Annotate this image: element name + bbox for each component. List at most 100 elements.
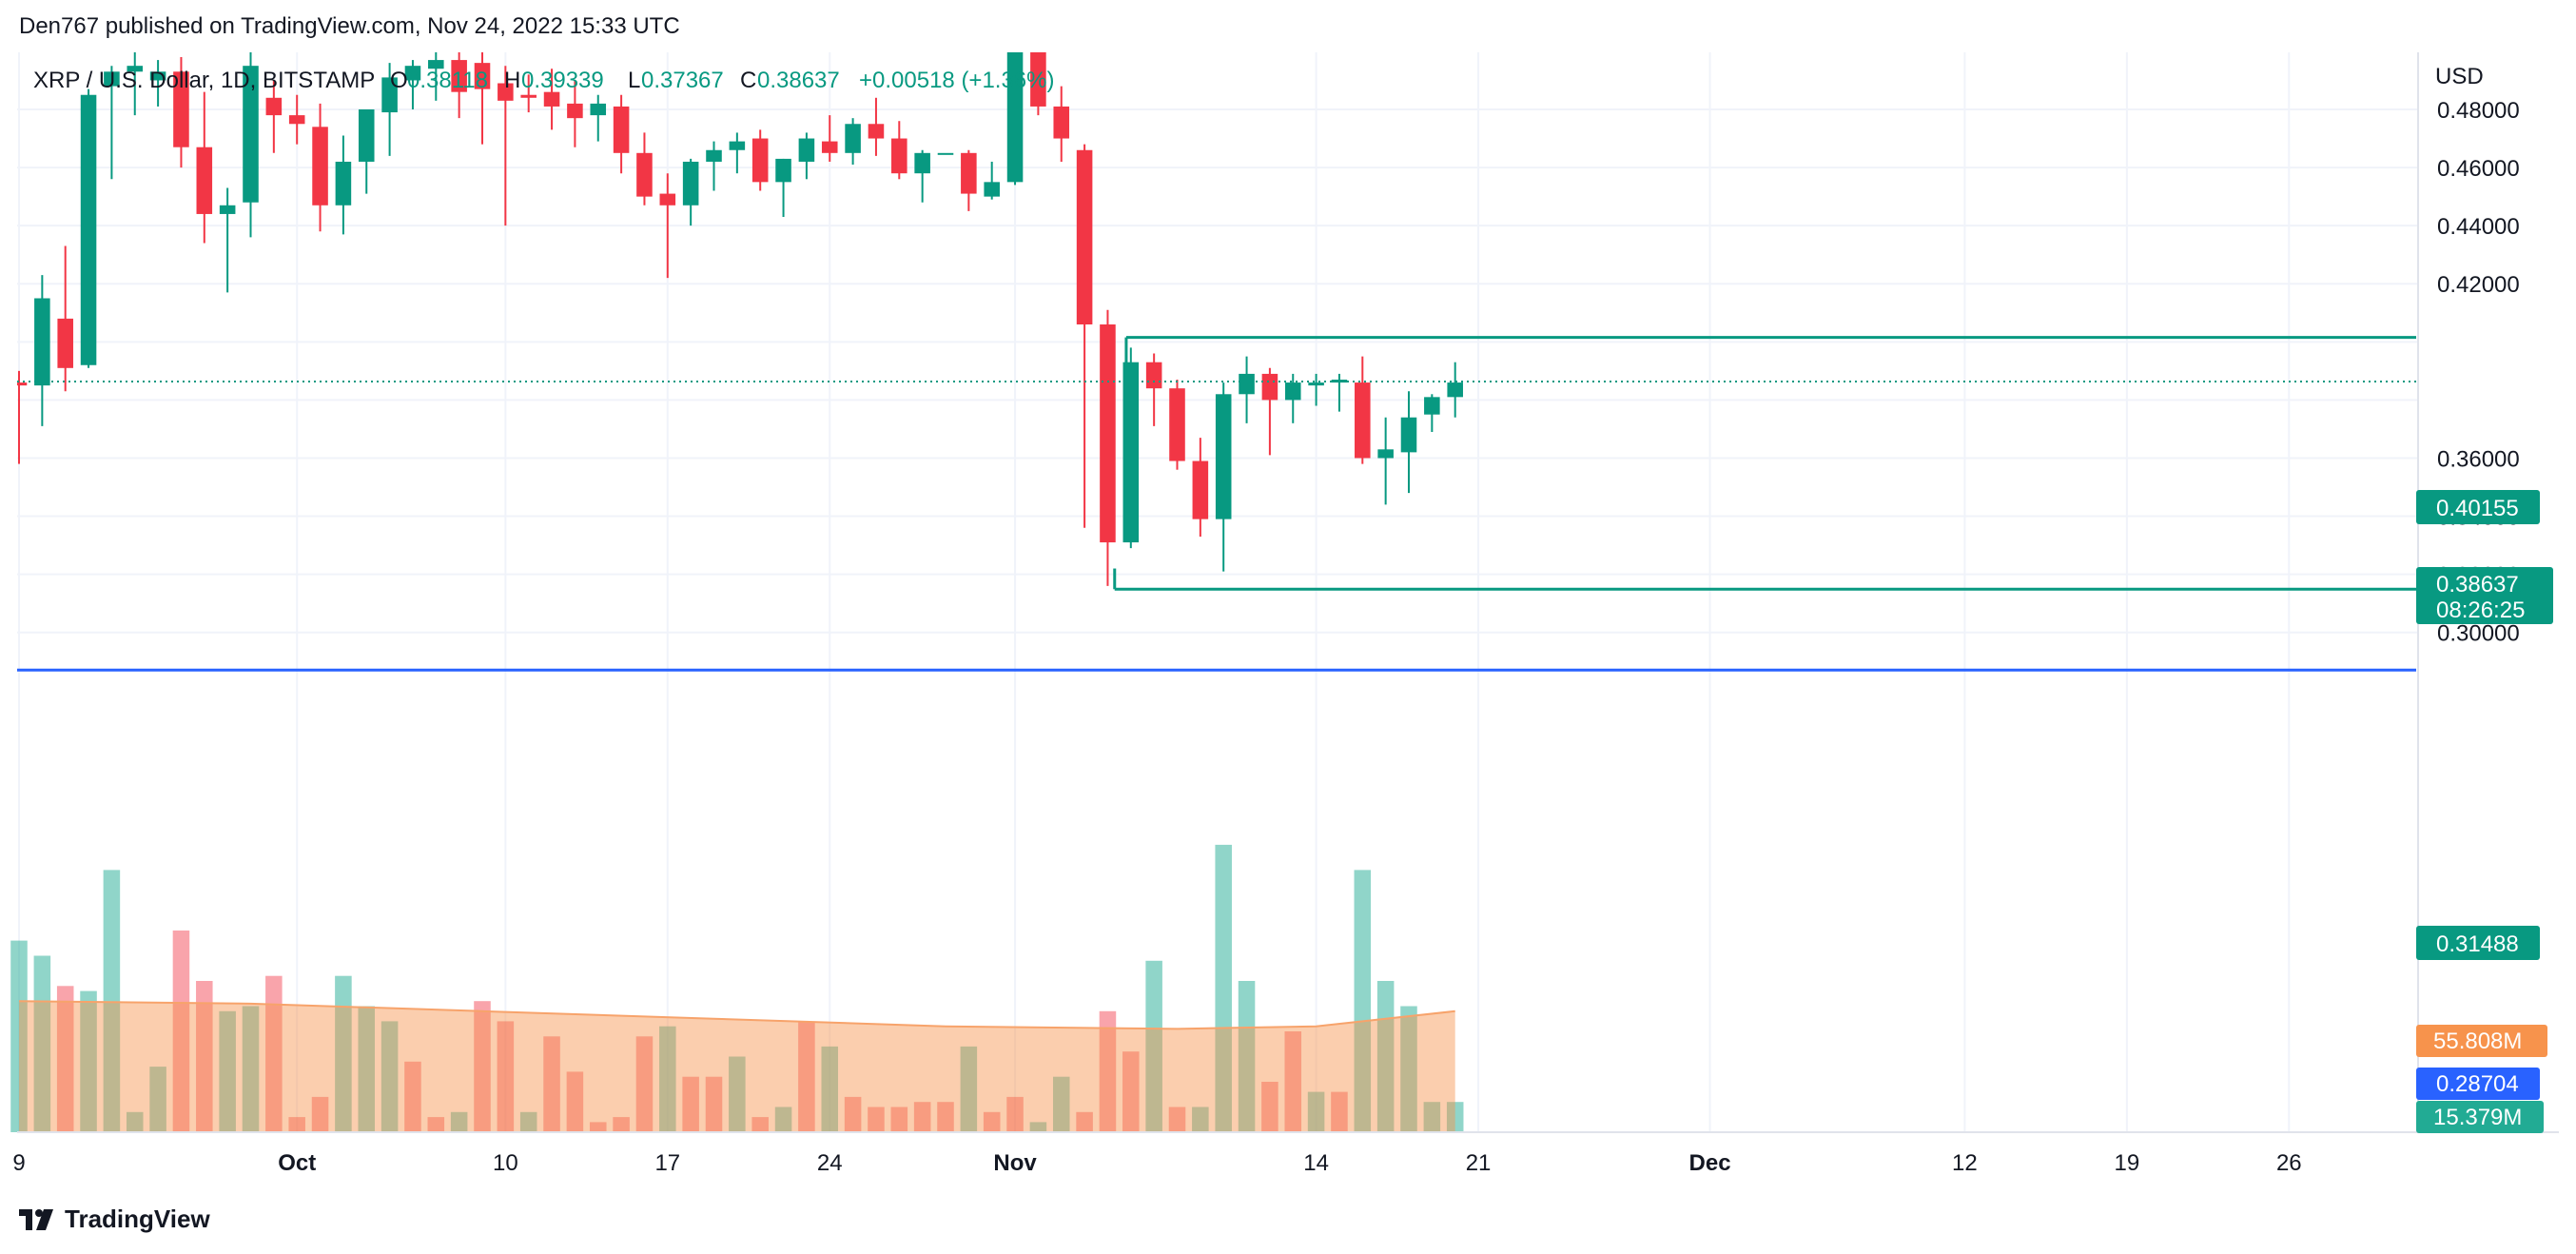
candle-body <box>1400 417 1417 453</box>
volume-bar <box>80 990 97 1132</box>
candle-body <box>219 205 236 214</box>
open-label: O <box>390 68 408 93</box>
candle-body <box>775 158 791 183</box>
horizontal-levels[interactable] <box>17 336 2416 672</box>
time-tick-label: Dec <box>1689 1150 1731 1176</box>
price-tick-label: 0.30000 <box>2437 621 2520 647</box>
candle-body <box>335 161 352 206</box>
volume-bar <box>1284 1031 1302 1132</box>
change-value: +0.00518 (+1.36%) <box>859 68 1055 93</box>
candle-body <box>1355 382 1371 459</box>
volume-bar <box>1215 844 1232 1132</box>
volume-bar <box>427 1117 445 1132</box>
volume-bar <box>172 931 190 1132</box>
time-tick-label: 19 <box>2114 1150 2139 1176</box>
candle-body <box>451 60 467 92</box>
price-candles <box>17 52 1463 586</box>
resistance-badge-text: 0.40155 <box>2436 496 2519 521</box>
time-axis-ticks[interactable]: 9 Oct 10 17 24 Nov 14 21 Dec 12 19 26 <box>12 1150 2301 1176</box>
candle-body <box>1145 362 1162 389</box>
price-tick-label: 0.44000 <box>2437 214 2520 240</box>
low-label: L <box>628 68 640 93</box>
volume-bar <box>729 1056 746 1132</box>
price-axis-ticks[interactable]: 0.480000.460000.440000.420000.360000.340… <box>2437 98 2520 647</box>
volume-bar <box>1052 1076 1070 1132</box>
volume-bar <box>450 1111 468 1132</box>
volume-bar <box>288 1117 305 1132</box>
candle-body <box>659 193 676 206</box>
candle-body <box>1100 323 1116 543</box>
candle-body <box>891 138 907 174</box>
candle-body <box>196 147 213 214</box>
candle-body <box>288 115 305 125</box>
candle-body <box>1261 373 1278 401</box>
volume-bar <box>242 1006 260 1132</box>
volume-bar <box>821 1046 839 1132</box>
volume-bar <box>913 1102 931 1132</box>
volume-bar <box>1192 1107 1209 1132</box>
volume-bar <box>1331 1091 1348 1132</box>
candle-body <box>127 66 144 72</box>
volume-ma-text: 55.808M <box>2433 1029 2522 1054</box>
candle-body <box>57 318 73 368</box>
currency-label: USD <box>2435 64 2484 89</box>
volume-bars <box>10 844 1464 1132</box>
volume-bar <box>1029 1122 1047 1132</box>
candle-body <box>428 60 444 69</box>
candle-body <box>961 152 977 194</box>
candle-body <box>590 103 607 116</box>
volume-bar <box>890 1107 908 1132</box>
volume-ma-area <box>18 1000 1455 1132</box>
volume-bar <box>1168 1107 1186 1132</box>
volume-bar <box>798 1021 815 1132</box>
candle-body <box>543 91 560 107</box>
symbol-label: XRP / U.S. Dollar, 1D, BITSTAMP <box>33 68 375 93</box>
volume-bar <box>358 1006 376 1132</box>
candle-body <box>104 71 120 87</box>
price-tick-label: 0.46000 <box>2437 156 2520 182</box>
volume-text: 15.379M <box>2433 1105 2522 1130</box>
candle-body <box>821 141 838 153</box>
time-tick-label: 17 <box>654 1150 680 1176</box>
candle-body <box>937 152 954 155</box>
volume-bar <box>659 1026 676 1132</box>
time-tick-label: 26 <box>2276 1150 2302 1176</box>
volume-bar <box>149 1067 166 1132</box>
volume-bar <box>635 1036 654 1132</box>
time-tick-label: 10 <box>493 1150 518 1176</box>
volume-bar <box>474 1001 491 1132</box>
candle-body <box>265 97 283 116</box>
candle-body <box>312 127 328 206</box>
volume-bar <box>1099 1010 1117 1132</box>
volume-bar <box>566 1071 584 1132</box>
volume-bar <box>1076 1111 1093 1132</box>
candle-body <box>1331 380 1348 383</box>
volume-bar <box>1006 1096 1024 1132</box>
volume-bar <box>543 1036 560 1132</box>
tradingview-logo-icon <box>19 1208 53 1230</box>
time-tick-label: 24 <box>817 1150 843 1176</box>
volume-bar <box>983 1111 1001 1132</box>
volume-bar <box>126 1111 144 1132</box>
volume-bar <box>56 986 74 1132</box>
candle-body <box>80 94 97 365</box>
last-price-badge: 0.38637 08:26:25 <box>2416 567 2553 624</box>
volume-bar <box>1354 870 1372 1132</box>
candle-body <box>914 152 930 174</box>
volume-bar <box>1400 1006 1417 1132</box>
volume-bar <box>381 1021 399 1132</box>
volume-bar <box>751 1117 769 1132</box>
volume-bar <box>311 1096 329 1132</box>
volume-bar <box>774 1107 792 1132</box>
volume-bar <box>1145 960 1162 1132</box>
volume-bar <box>960 1046 978 1132</box>
candle-body <box>149 71 166 81</box>
support-badge: 0.31488 <box>2416 926 2540 960</box>
tradingview-footer[interactable]: TradingView <box>19 1205 210 1234</box>
time-tick-label: 21 <box>1466 1150 1492 1176</box>
time-tick-label: 9 <box>12 1150 25 1176</box>
resistance-badge: 0.40155 <box>2416 490 2540 524</box>
candle-body <box>613 106 630 153</box>
time-tick-label: Nov <box>993 1150 1037 1176</box>
